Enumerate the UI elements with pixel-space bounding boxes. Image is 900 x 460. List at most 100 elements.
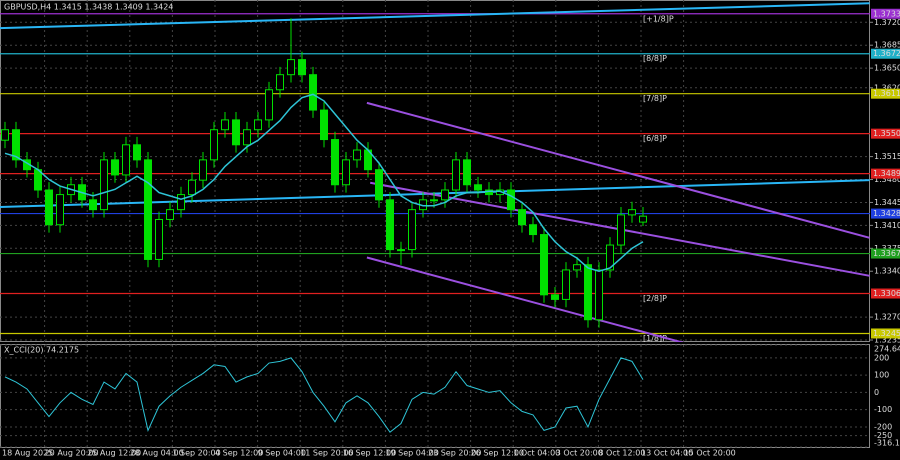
candle-body: [1, 129, 9, 141]
y-tick-label: 1.3410: [874, 221, 900, 230]
x-tick-label: 8 Oct 12:00: [598, 449, 645, 458]
x-tick-label: 16 Sep 12:00: [343, 449, 396, 458]
candle-body: [463, 159, 471, 186]
trendline: [366, 256, 685, 342]
candle-body: [353, 149, 361, 161]
candle-body: [573, 264, 581, 271]
y-tick-label: 1.3235: [874, 336, 900, 345]
candle-body: [45, 189, 53, 226]
x-tick-label: 19 Sep 04:00: [385, 449, 438, 458]
x-tick-label: 3 Oct 20:00: [556, 449, 603, 458]
candle-body: [474, 184, 482, 191]
level-tag: [6/8]P: [643, 134, 667, 143]
level-label-box: [871, 328, 900, 339]
y-tick-label: 1.3515: [874, 152, 900, 161]
candle-body: [441, 189, 449, 201]
indicator-tick-label: -250: [874, 431, 892, 440]
level-label-box: [871, 168, 900, 179]
candle-body: [529, 224, 537, 236]
candle-body: [221, 119, 229, 131]
level-label-box: [871, 8, 900, 19]
x-tick-label: 11 Sep 20:00: [300, 449, 353, 458]
level-label: 1.3611: [873, 89, 900, 98]
trendline: [0, 2, 870, 30]
candle-body: [540, 234, 548, 296]
candle-body: [188, 179, 196, 196]
level-tag: [1/8]P: [643, 334, 667, 343]
candle-body: [320, 109, 328, 141]
level-tag: [8/8]P: [643, 54, 667, 63]
level-label-box: [871, 288, 900, 299]
indicator-tick-label: 100: [874, 371, 889, 380]
y-tick-label: 1.3720: [874, 18, 900, 27]
x-tick-label: 1 Sep 20:00: [172, 449, 220, 458]
candle-body: [507, 189, 515, 211]
level-label: 1.3550: [873, 129, 900, 138]
candle-body: [298, 59, 306, 76]
level-label: 1.3245: [873, 329, 900, 338]
y-tick-label: 1.3620: [874, 83, 900, 92]
candle-body: [595, 269, 603, 321]
x-tick-label: 4 Sep 12:00: [215, 449, 263, 458]
level-tag: [7/8]P: [643, 94, 667, 103]
candle-body: [452, 159, 460, 191]
x-tick-label: 25 Aug 12:00: [87, 449, 141, 458]
candle-body: [342, 159, 350, 186]
candle-body: [386, 199, 394, 251]
level-label: 1.3428: [873, 209, 900, 218]
x-tick-label: 26 Sep 12:00: [471, 449, 524, 458]
candle-body: [210, 129, 218, 161]
trendline: [366, 101, 870, 239]
candle-body: [177, 194, 185, 211]
candle-body: [617, 214, 625, 246]
y-tick-label: 1.3650: [874, 64, 900, 73]
indicator-tick-label: 274.6464: [874, 345, 900, 354]
y-tick-label: 1.3445: [874, 198, 900, 207]
chart-title: GBPUSD,H4 1.3415 1.3438 1.3409 1.3424: [4, 3, 173, 12]
y-tick-label: 1.3270: [874, 313, 900, 322]
candle-body: [12, 129, 20, 161]
candle-body: [265, 89, 273, 121]
level-label: 1.3672: [873, 49, 900, 58]
level-label-box: [871, 248, 900, 259]
candle-body: [309, 74, 317, 111]
candle-body: [144, 159, 152, 260]
y-tick-label: 1.3480: [874, 175, 900, 184]
candle-body: [584, 264, 592, 321]
candle-body: [254, 119, 262, 131]
candle-body: [155, 218, 163, 260]
candle-body: [232, 119, 240, 146]
candle-body: [133, 144, 141, 161]
x-tick-label: 23 Sep 20:00: [428, 449, 481, 458]
axes: 1.3720 1.3685 1.3650 1.3620 1.3515 1.3480 1.34…: [2, 8, 900, 458]
candle-body: [111, 159, 119, 176]
candle-body: [408, 209, 416, 251]
level-label-box: [871, 48, 900, 59]
candle-body: [628, 209, 636, 216]
candle-body: [199, 159, 207, 181]
candle-body: [166, 209, 174, 220]
candle-body: [430, 199, 438, 202]
candle-body: [100, 159, 108, 211]
candle-body: [276, 74, 284, 91]
level-label-box: [871, 128, 900, 139]
candle-body: [397, 249, 405, 252]
indicator-tick-label: 0: [874, 388, 879, 397]
level-tag: [2/8]P: [643, 294, 667, 303]
candle-body: [56, 194, 64, 226]
moving-average: [4, 93, 644, 273]
grid: [0, 0, 870, 448]
candle-body: [122, 144, 130, 176]
candle-body: [89, 199, 97, 211]
level-label-box: [871, 88, 900, 99]
y-tick-label: 1.3685: [874, 41, 900, 50]
x-tick-label: 1 Oct 04:00: [513, 449, 560, 458]
indicator-tick-label: -100: [874, 405, 892, 414]
candle-body: [562, 269, 570, 300]
candle-body: [551, 294, 559, 300]
level-label-box: [871, 208, 900, 219]
indicator-tick-label: 200: [874, 353, 889, 362]
indicator-tick-label: -316.1218: [874, 439, 900, 448]
